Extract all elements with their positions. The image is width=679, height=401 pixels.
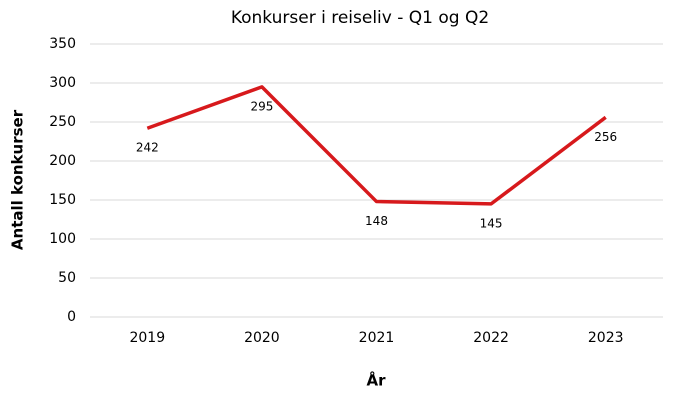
y-tick-label: 150 [49, 192, 76, 208]
x-tick-label: 2020 [244, 330, 280, 346]
data-label: 145 [480, 216, 503, 230]
data-label: 148 [365, 214, 388, 228]
data-label: 256 [594, 130, 617, 144]
x-tick-label: 2022 [473, 330, 509, 346]
y-tick-label: 250 [49, 114, 76, 130]
y-tick-label: 300 [49, 75, 76, 91]
data-label: 242 [136, 141, 159, 155]
y-tick-label: 200 [49, 153, 76, 169]
chart-title: Konkurser i reiseliv - Q1 og Q2 [231, 8, 489, 28]
y-axis-title: Antall konkurser [9, 109, 27, 250]
y-tick-label: 0 [67, 309, 76, 325]
x-tick-label: 2021 [359, 330, 395, 346]
y-tick-label: 50 [58, 270, 76, 286]
y-tick-label: 100 [49, 231, 76, 247]
y-tick-label: 350 [49, 36, 76, 52]
data-label: 295 [250, 99, 273, 113]
line [146, 85, 607, 206]
x-tick-label: 2023 [588, 330, 624, 346]
x-axis-title: År [366, 371, 386, 390]
x-tick-label: 2019 [129, 330, 165, 346]
